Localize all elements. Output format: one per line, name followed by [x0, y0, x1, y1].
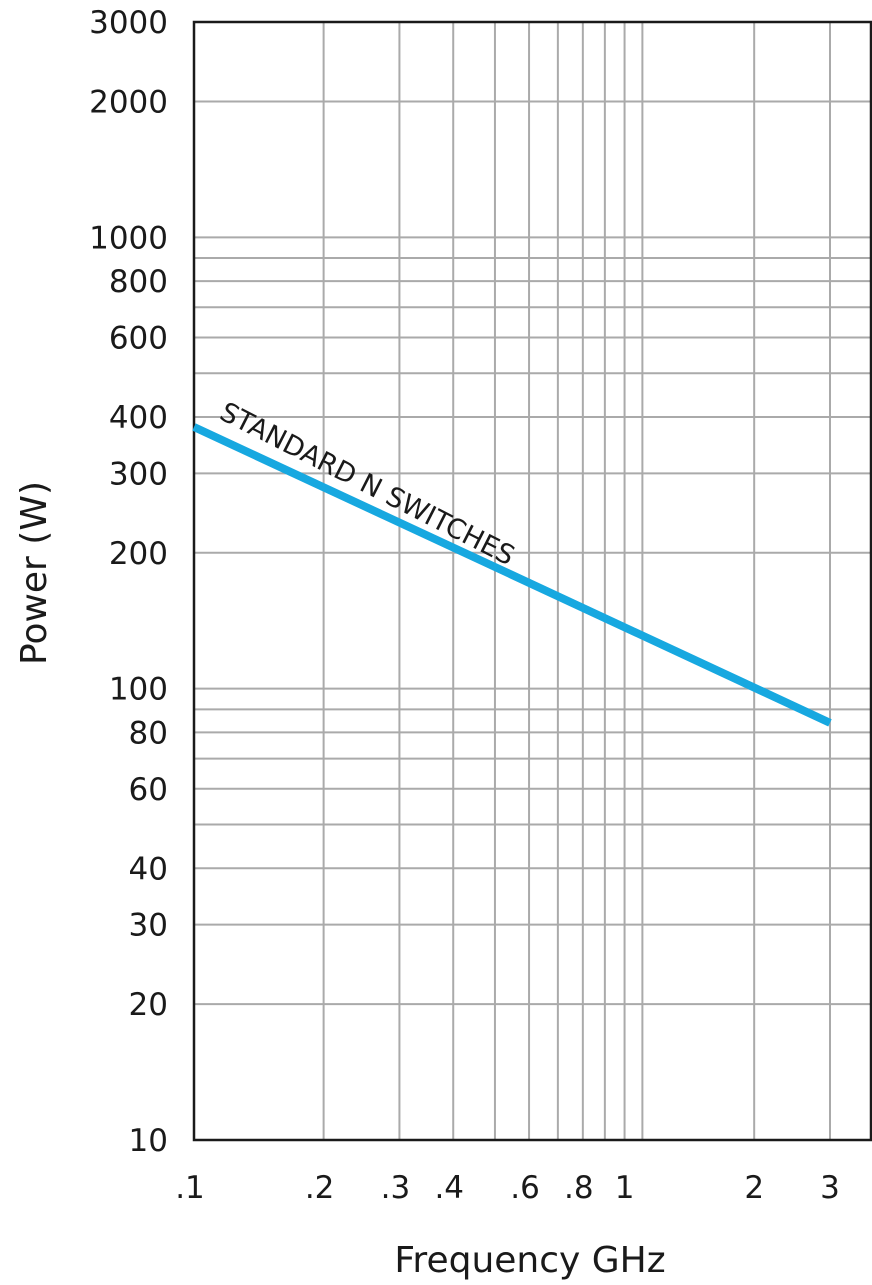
y-tick-label-1: 20 [129, 987, 168, 1023]
x-tick-label-2: .3 [381, 1170, 411, 1206]
x-tick-label-3: .4 [434, 1170, 464, 1206]
y-tick-label-4: 60 [129, 772, 168, 808]
x-tick-label-6: 1 [615, 1170, 635, 1206]
plot-frame [192, 20, 872, 1142]
y-tick-label-8: 300 [109, 456, 168, 492]
y-axis-label: Power (W) [14, 481, 55, 665]
x-tick-label-7: 2 [744, 1170, 764, 1206]
y-tick-label-12: 1000 [89, 220, 168, 256]
y-tick-label-0: 10 [129, 1123, 168, 1159]
x-axis-label: Frequency GHz [394, 1240, 665, 1281]
series-layer [192, 423, 832, 727]
y-tick-label-6: 100 [109, 672, 168, 708]
x-tick-labels: .1 .2 .3 .4 .6 .8 1 2 3 [175, 1170, 840, 1206]
y-tick-label-13: 2000 [89, 84, 168, 120]
y-tick-label-7: 200 [109, 536, 168, 572]
y-tick-label-5: 80 [129, 715, 168, 751]
x-tick-label-5: .8 [564, 1170, 594, 1206]
y-tick-label-14: 3000 [89, 5, 168, 41]
y-tick-label-10: 600 [109, 320, 168, 356]
series-line-0 [192, 423, 832, 727]
x-tick-label-8: 3 [820, 1170, 840, 1206]
series-label-standard-n-switches: STANDARD N SWITCHES [215, 397, 520, 572]
x-tick-label-4: .6 [510, 1170, 540, 1206]
y-tick-label-3: 40 [129, 851, 168, 887]
y-tick-label-9: 400 [109, 400, 168, 436]
x-tick-label-0: .1 [175, 1170, 205, 1206]
x-tick-label-1: .2 [305, 1170, 335, 1206]
y-tick-labels: 10 20 30 40 60 80 100 200 300 400 600 800 1000 2000 30… [89, 5, 168, 1159]
y-tick-label-11: 800 [109, 264, 168, 300]
y-tick-label-2: 30 [129, 908, 168, 944]
